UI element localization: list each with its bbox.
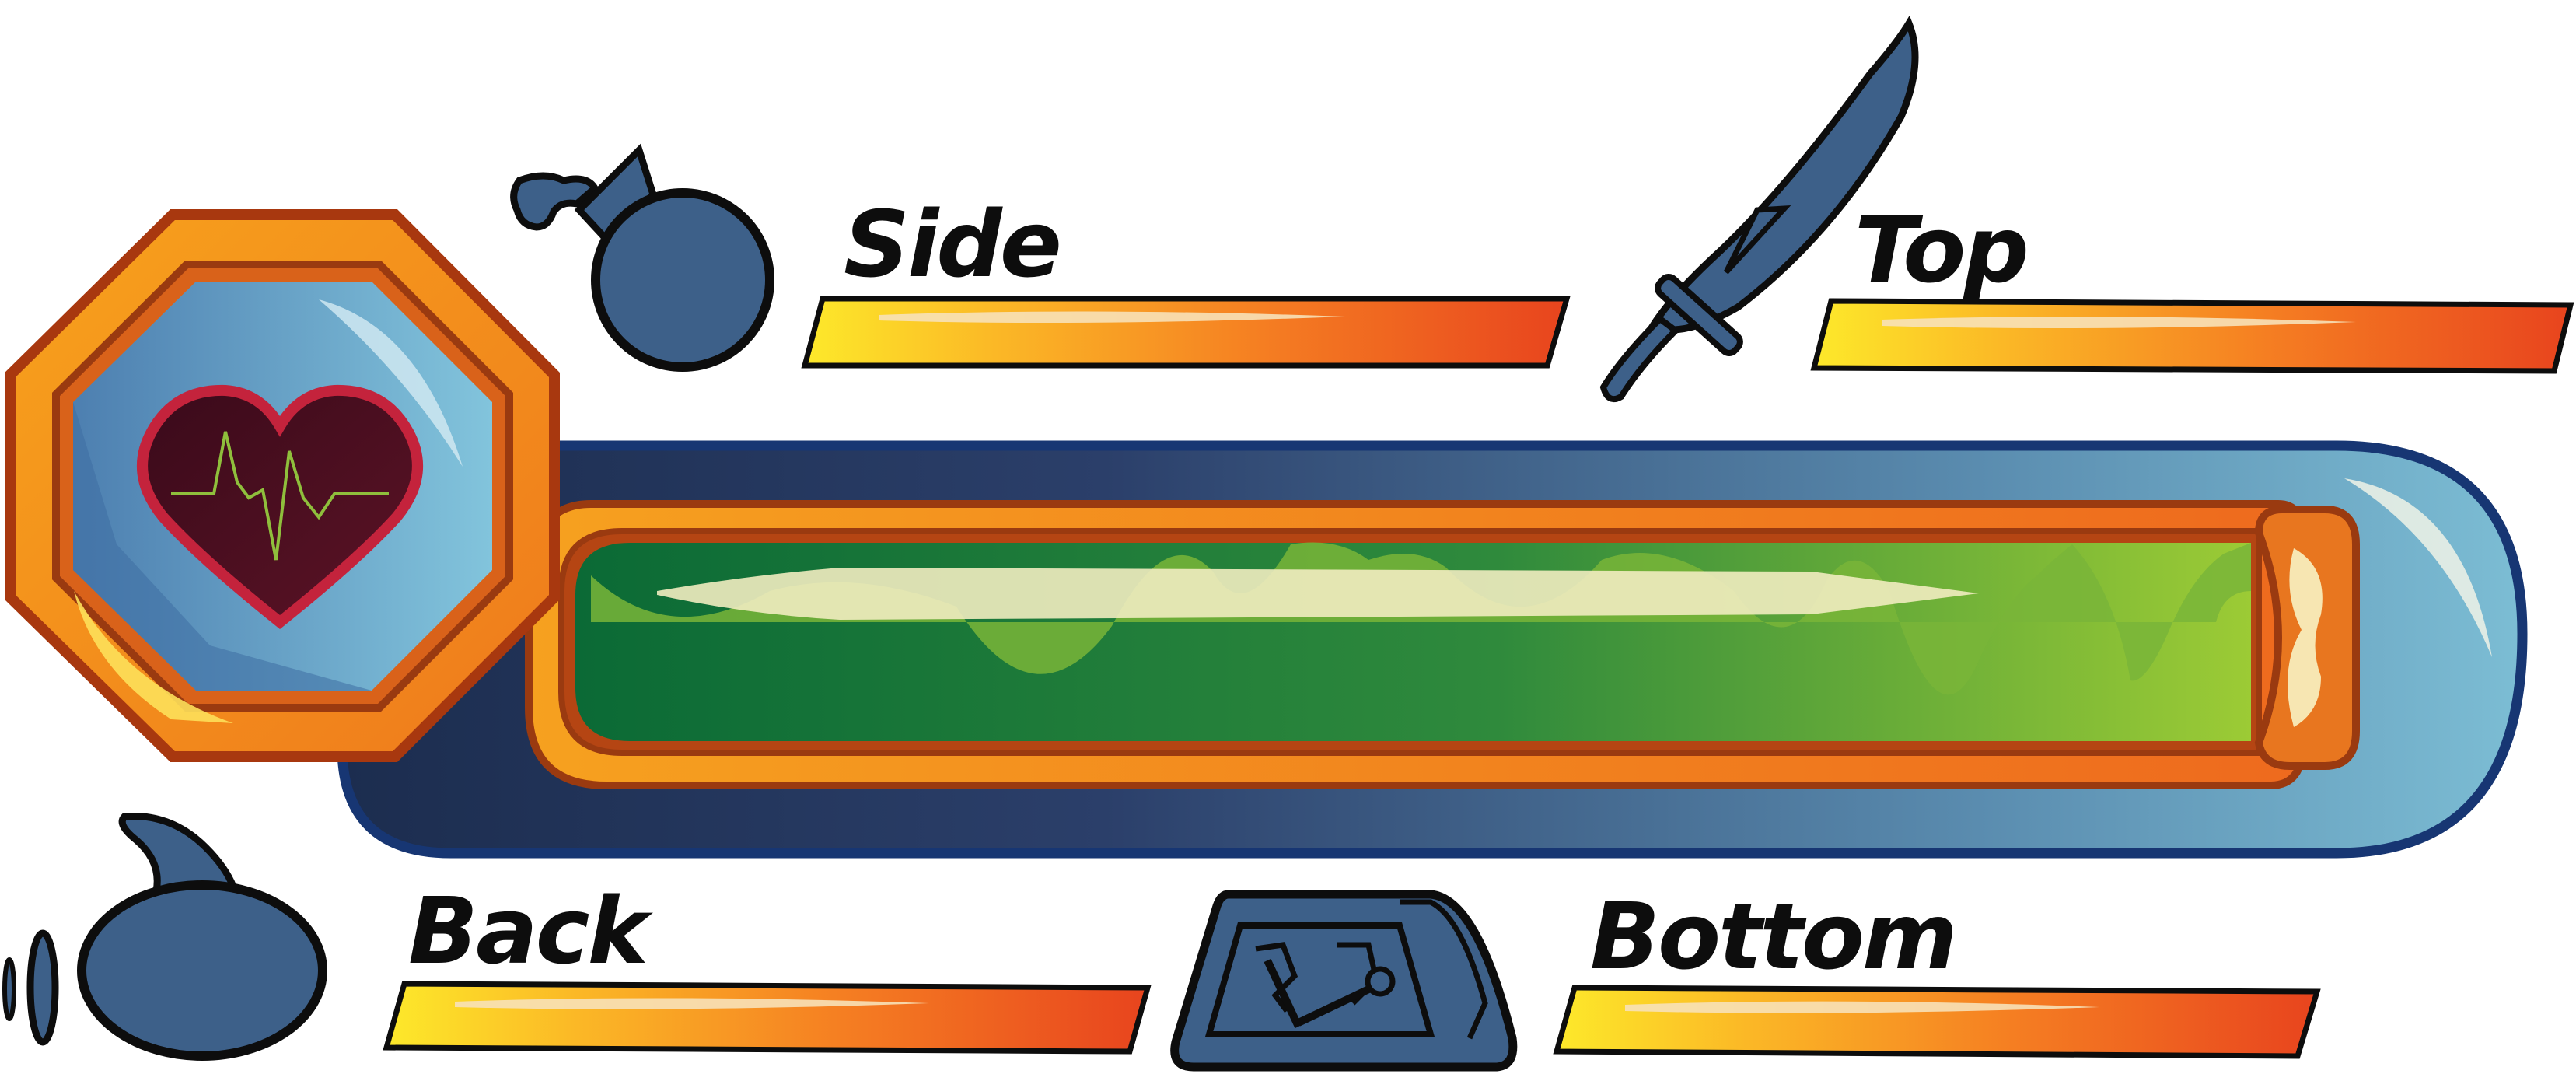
trap-panel-icon bbox=[1170, 890, 1518, 1072]
round-bomb-icon bbox=[2, 813, 327, 1061]
stat-bar-side bbox=[801, 296, 1571, 369]
health-bar bbox=[337, 440, 2528, 859]
stat-label-back: Back bbox=[408, 877, 648, 985]
bomb-icon bbox=[510, 143, 774, 372]
stat-label-bottom: Bottom bbox=[1590, 883, 1958, 990]
sword-icon bbox=[1599, 15, 1919, 402]
heart-ecg-icon bbox=[137, 384, 423, 629]
capsule-gloss bbox=[2344, 478, 2492, 657]
stat-label-side: Side bbox=[844, 191, 1062, 298]
health-gem bbox=[5, 209, 560, 762]
ecg-line bbox=[171, 431, 389, 561]
health-gloss bbox=[657, 568, 1979, 620]
stat-bar-back bbox=[383, 981, 1152, 1055]
stat-label-top: Top bbox=[1854, 196, 2029, 303]
stat-bar-top bbox=[1810, 298, 2574, 374]
stat-bar-bottom bbox=[1553, 985, 2321, 1059]
